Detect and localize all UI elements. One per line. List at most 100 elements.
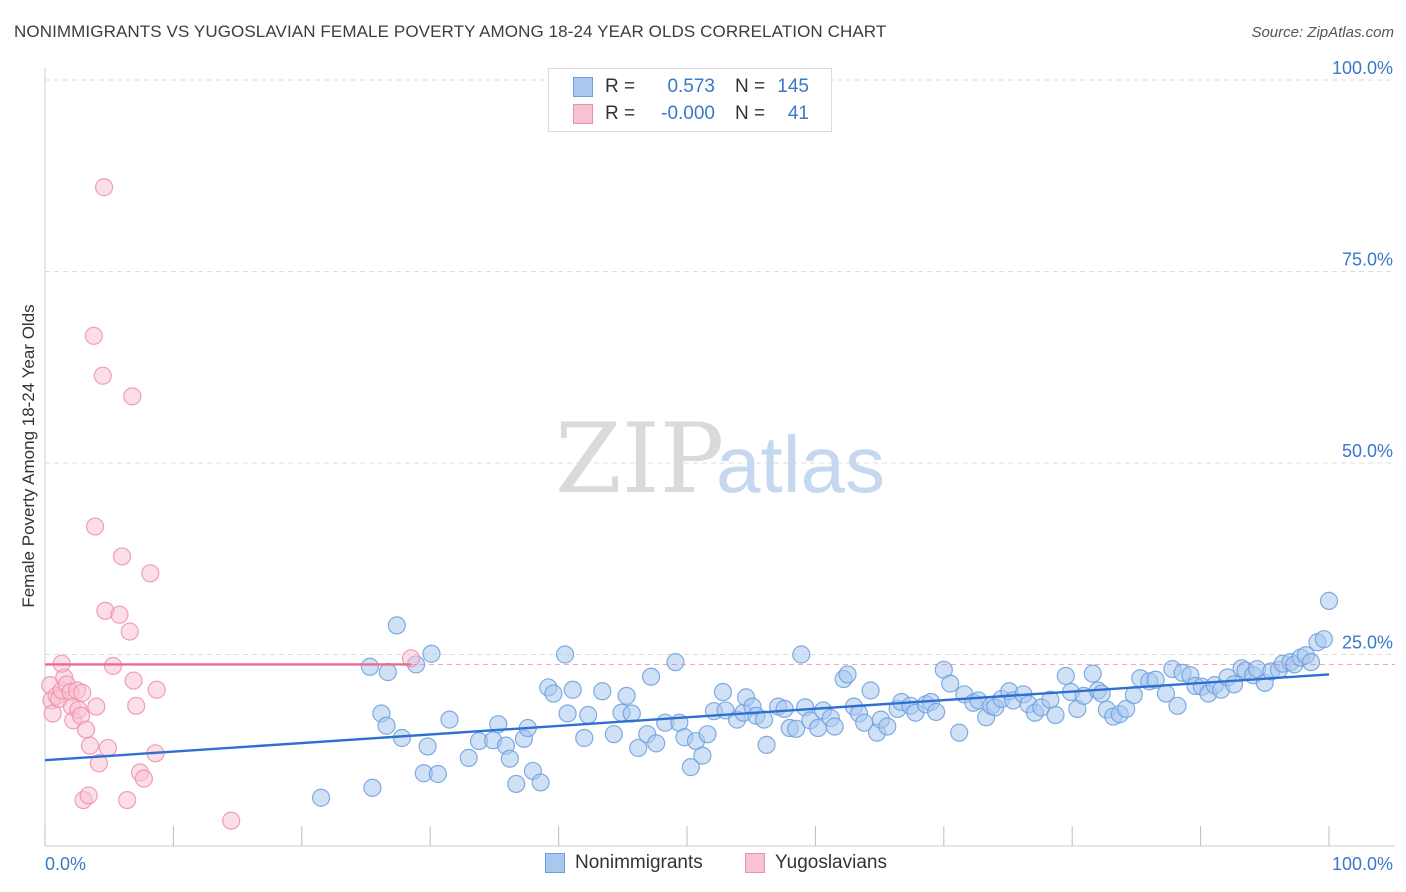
point-yugoslavians	[124, 671, 143, 690]
point-nonimmigrants	[698, 725, 717, 744]
point-yugoslavians	[98, 738, 118, 758]
point-yugoslavians	[103, 656, 123, 676]
point-nonimmigrants	[787, 719, 806, 738]
point-nonimmigrants	[1224, 675, 1244, 694]
point-nonimmigrants	[941, 674, 960, 693]
point-yugoslavians	[147, 680, 166, 699]
point-yugoslavians	[85, 517, 105, 536]
point-yugoslavians	[80, 736, 100, 755]
y-axis-title: Female Poverty Among 18-24 Year Olds	[19, 304, 38, 608]
point-nonimmigrants	[617, 686, 636, 705]
y-tick-label: 25.0%	[1342, 633, 1393, 653]
point-nonimmigrants	[1117, 699, 1136, 718]
bottom-legend-nonimmigrants: Nonimmigrants	[545, 852, 703, 874]
point-nonimmigrants	[693, 746, 712, 765]
y-tick-label: 100.0%	[1332, 58, 1393, 78]
point-yugoslavians	[120, 622, 139, 641]
legend-n-value: 41	[787, 103, 809, 124]
point-nonimmigrants	[579, 705, 598, 725]
point-nonimmigrants	[422, 644, 441, 663]
bottom-legend-swatch-blue	[545, 853, 565, 873]
point-nonimmigrants	[775, 699, 794, 718]
point-nonimmigrants	[666, 653, 685, 672]
point-nonimmigrants	[604, 725, 623, 744]
correlation-legend: R = 0.573 N = 145 R = -0.000 N = 41	[548, 68, 832, 132]
point-nonimmigrants	[1124, 685, 1143, 705]
tick-label-layer: 25.0% 50.0% 75.0% 100.0% 0.0% 100.0%	[45, 58, 1393, 874]
point-yugoslavians	[76, 720, 96, 739]
point-yugoslavians	[112, 547, 132, 566]
point-nonimmigrants	[507, 774, 526, 794]
trend-layer	[44, 663, 1395, 762]
watermark: ZIP atlas	[555, 403, 885, 515]
point-nonimmigrants	[1314, 630, 1333, 649]
point-nonimmigrants	[418, 737, 437, 756]
point-nonimmigrants	[377, 716, 396, 735]
legend-n-label: N =	[735, 103, 766, 124]
legend-r-label: R =	[605, 76, 636, 97]
point-nonimmigrants	[459, 748, 478, 768]
point-nonimmigrants	[378, 663, 397, 682]
point-nonimmigrants	[593, 682, 612, 701]
point-yugoslavians	[94, 178, 114, 197]
y-tick-label: 50.0%	[1342, 441, 1393, 461]
point-yugoslavians	[141, 564, 160, 583]
point-nonimmigrants	[363, 778, 382, 797]
point-nonimmigrants	[311, 788, 331, 807]
legend-r-value: -0.000	[661, 103, 715, 124]
y-tick-label: 75.0%	[1342, 250, 1393, 270]
point-nonimmigrants	[428, 764, 448, 784]
point-yugoslavians	[110, 605, 129, 624]
legend-n-value: 145	[777, 76, 809, 97]
point-nonimmigrants	[1046, 705, 1065, 725]
legend-swatch-pink	[573, 104, 593, 124]
point-nonimmigrants	[555, 645, 575, 664]
legend-r-label: R =	[605, 103, 636, 124]
point-nonimmigrants	[544, 684, 563, 703]
chart-source: Source: ZipAtlas.com	[1251, 24, 1394, 41]
point-nonimmigrants	[1319, 591, 1339, 610]
point-nonimmigrants	[558, 704, 577, 723]
point-nonimmigrants	[1301, 653, 1321, 672]
point-nonimmigrants	[926, 702, 946, 722]
point-nonimmigrants	[500, 749, 519, 768]
point-yugoslavians	[79, 786, 98, 805]
legend-row-yugoslavians: R = -0.000 N = 41	[573, 102, 809, 126]
point-yugoslavians	[118, 790, 137, 810]
point-nonimmigrants	[440, 710, 459, 729]
legend-row-nonimmigrants: R = 0.573 N = 145	[573, 75, 809, 99]
point-nonimmigrants	[360, 657, 379, 676]
bottom-legend-swatch-pink	[745, 853, 765, 873]
bottom-legend-label: Nonimmigrants	[575, 852, 703, 873]
chart-title: NONIMMIGRANTS VS YUGOSLAVIAN FEMALE POVE…	[14, 22, 887, 41]
point-yugoslavians	[401, 649, 421, 668]
bottom-legend-label: Yugoslavians	[775, 852, 887, 873]
point-yugoslavians	[222, 811, 241, 830]
point-nonimmigrants	[792, 645, 811, 664]
point-nonimmigrants	[575, 728, 594, 748]
point-yugoslavians	[89, 754, 109, 773]
point-nonimmigrants	[1168, 696, 1187, 715]
point-nonimmigrants	[757, 735, 776, 754]
x-tick-label-right: 100.0%	[1332, 854, 1393, 874]
legend-r-value: 0.573	[667, 76, 715, 97]
point-nonimmigrants	[387, 616, 406, 635]
grid-layer	[45, 79, 1395, 655]
point-nonimmigrants	[950, 723, 969, 742]
point-yugoslavians	[87, 697, 106, 716]
point-nonimmigrants	[861, 681, 880, 700]
point-nonimmigrants	[1083, 664, 1102, 683]
point-yugoslavians	[127, 696, 146, 715]
legend-n-label: N =	[735, 76, 766, 97]
point-nonimmigrants	[531, 773, 550, 792]
legend-swatch-blue	[573, 77, 593, 97]
point-nonimmigrants	[878, 717, 897, 736]
watermark-atlas: atlas	[716, 420, 885, 509]
point-nonimmigrants	[838, 665, 857, 684]
point-nonimmigrants	[629, 738, 648, 758]
point-nonimmigrants	[641, 667, 661, 686]
point-nonimmigrants	[1056, 666, 1075, 686]
point-nonimmigrants	[681, 758, 700, 777]
x-tick-label-left: 0.0%	[45, 854, 86, 874]
